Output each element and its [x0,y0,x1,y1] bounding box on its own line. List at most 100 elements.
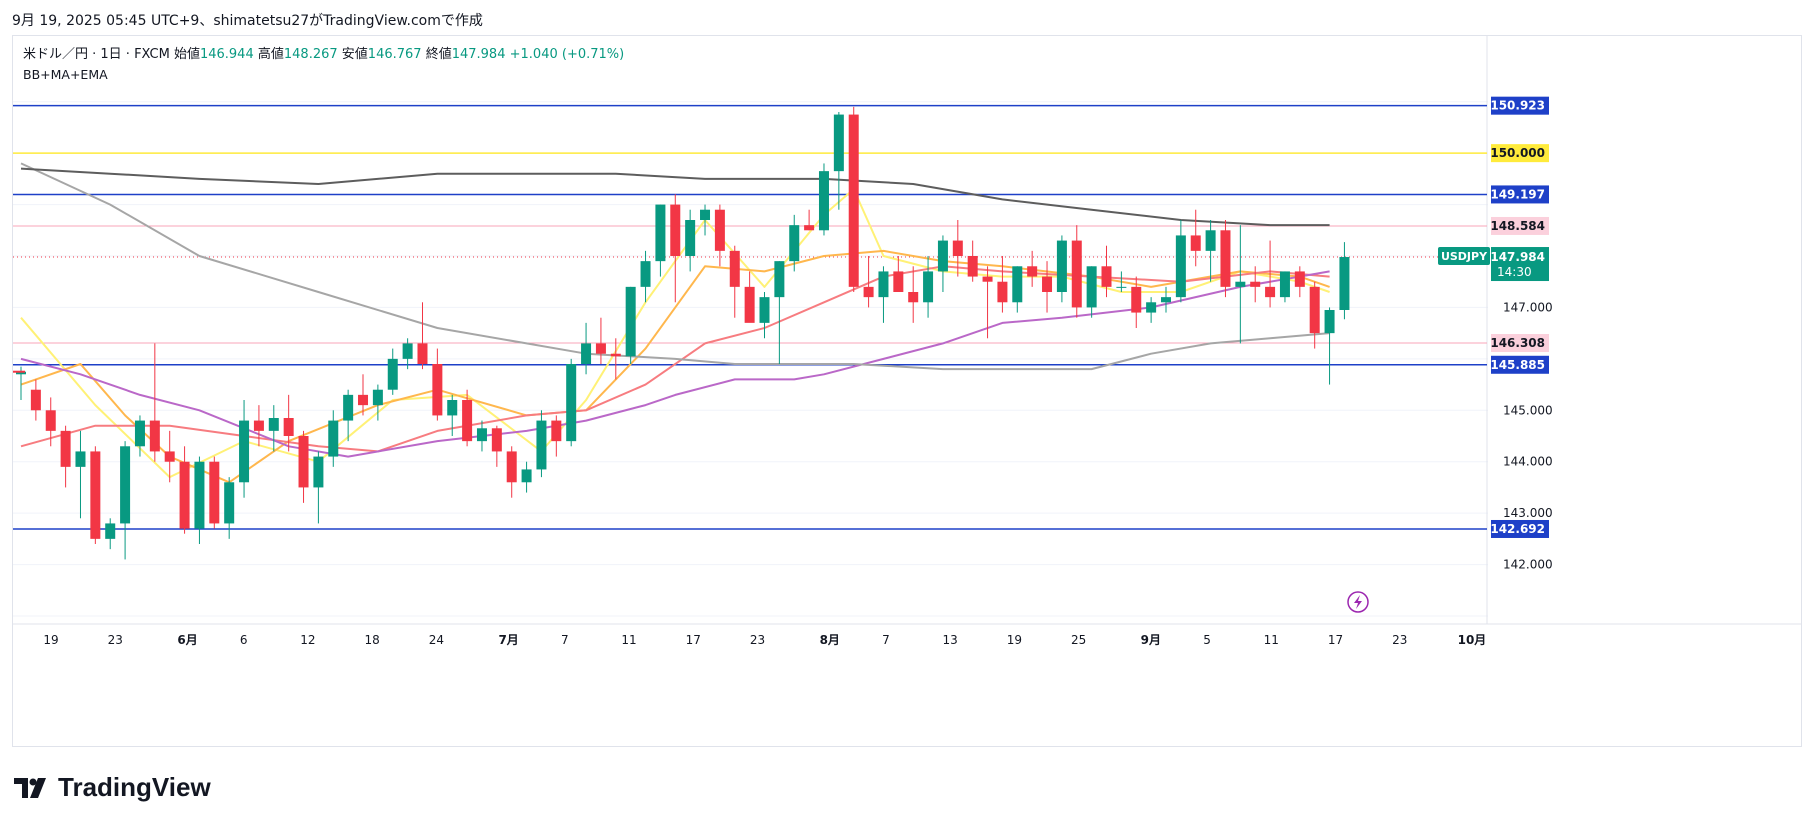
candle [1324,307,1335,385]
x-tick-label: 7 [882,633,890,647]
candle [714,204,725,267]
candle [328,410,339,467]
candle [105,518,116,550]
y-tick-label: 143.000 [1503,506,1553,520]
candle [1294,266,1305,298]
tradingview-logo[interactable]: TradingView [14,772,211,803]
legend-close-label: 終値 [425,47,452,62]
candle [45,397,56,447]
candle [774,261,785,364]
candle-body [447,400,458,416]
candle [134,415,145,457]
candle [937,235,948,292]
candle [893,256,904,292]
candle-body [164,451,175,462]
candle [655,204,666,277]
candle-body [1205,230,1216,251]
candle-body [551,420,562,442]
candle [1175,220,1186,303]
x-tick-label: 5 [1203,633,1211,647]
candle-body [997,281,1008,303]
candle-body [1146,302,1157,313]
candle [1071,225,1082,318]
candle-body [759,297,770,323]
legend-high-value: 148.267 [283,47,338,62]
x-tick-label: 24 [429,633,444,647]
price-level-label-text: 149.197 [1490,187,1545,201]
candle-body [878,271,889,298]
symbol-tag-bg [1438,247,1490,266]
price-level-label-text: 145.885 [1490,358,1545,372]
x-tick-label: 23 [750,633,765,647]
candle [462,389,473,447]
candle [283,394,294,452]
candle [848,106,859,292]
candle-body [491,428,502,452]
candle-body [685,220,696,256]
candle-body [700,209,711,220]
candle [372,384,383,421]
candle-body [30,389,41,411]
legend-symbol[interactable]: 米ドル／円 · 1日 · FXCM [23,47,170,62]
candle [447,394,458,436]
candle-body [893,271,904,292]
legend-indicators[interactable]: BB+MA+EMA [23,67,108,82]
candle-body [1116,286,1127,288]
candle-body [16,371,26,375]
candle [967,240,978,282]
candle [209,456,220,529]
candle [1309,281,1320,349]
price-level-label: 145.885 [1490,355,1549,374]
candle-body [566,364,577,442]
candle [551,415,562,457]
brand-name: TradingView [58,772,211,802]
candle [313,451,324,524]
candle [923,256,934,318]
price-level-label: 149.197 [1490,185,1549,204]
candle [1042,261,1053,313]
x-tick-label: 9月 [1141,633,1161,647]
candle [149,343,160,462]
candle-body [982,276,993,282]
candle [1056,235,1067,303]
candle [521,461,532,493]
candle [120,441,131,560]
candle-body [476,428,487,442]
candle-body [1190,235,1201,251]
x-tick-label: 19 [1007,633,1022,647]
candle [402,338,413,370]
x-tick-label: 10月 [1458,633,1487,647]
candlestick-chart[interactable]: 142.000 143.000 144.000 145.000 147.000 150.9… [13,36,1802,747]
candle-body [848,114,859,287]
candle [179,446,190,534]
x-tick-label: 25 [1071,633,1086,647]
candle [224,477,235,539]
candle [610,338,621,380]
candle [164,430,175,483]
candle [1086,266,1097,318]
candle-body [372,389,383,406]
candle [476,420,487,452]
candle [491,425,502,467]
chart-panel[interactable]: 142.000 143.000 144.000 145.000 147.000 150.9… [12,35,1802,747]
price-level-label-bg [1491,96,1549,115]
candle [1012,266,1023,313]
candle-body [670,204,681,256]
y-tick-label: 147.000 [1503,300,1553,314]
x-axis-ticks: 19 23 6月 6 12 18 24 7月 7 11 17 23 8月 7 13 19 25 9月 5 11 17 23… [43,633,1486,647]
tradingview-logo-icon [14,777,46,798]
candle [268,405,279,452]
legend-open-label: 始値 [173,47,200,62]
candle [700,204,711,236]
candle-body [45,410,56,431]
candle-body [655,204,666,262]
candle [432,348,443,421]
candle-body [402,343,413,359]
candle-body [239,420,250,483]
x-tick-label: 19 [43,633,58,647]
candle-body [387,358,398,390]
candle-body [908,292,919,303]
candle [1279,271,1290,303]
candle-body [60,430,71,467]
x-tick-label: 6月 [177,633,197,647]
